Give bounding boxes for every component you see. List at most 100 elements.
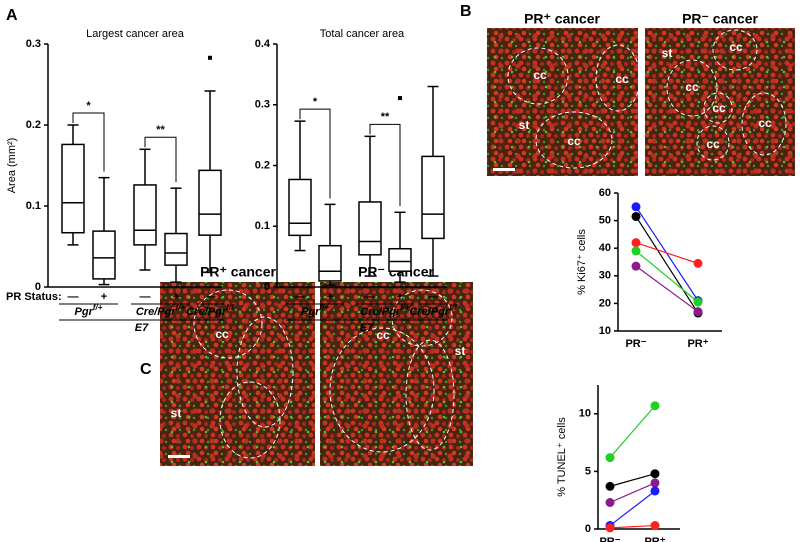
group-label: E7	[135, 322, 149, 334]
data-point	[650, 469, 660, 479]
category-label: —	[140, 291, 151, 303]
group-label: Cre/Pgrf/f	[409, 303, 458, 318]
group-name: Cre/Pgr	[360, 306, 400, 318]
image-title: PR⁺ cancer	[200, 264, 276, 280]
data-point	[693, 297, 703, 307]
data-point	[631, 211, 641, 221]
box	[92, 230, 116, 280]
group-label: Cre/Pgrf/+	[360, 303, 410, 318]
y-tick-label: 0.3	[255, 99, 270, 111]
image-label: cc	[615, 72, 629, 86]
y-axis-label: % TUNEL⁺ cells	[556, 417, 568, 497]
box	[421, 155, 445, 240]
y-tick-label: 40	[599, 242, 611, 254]
box	[388, 247, 412, 272]
group-superscript: f/+	[319, 303, 329, 312]
panel-label: B	[460, 3, 472, 20]
category-label: —	[365, 291, 376, 303]
micrograph: PR⁻ cancer st cc cc cc cc cc	[645, 11, 795, 176]
category-label: PR⁺	[687, 338, 708, 350]
significance-bracket	[72, 112, 105, 172]
category-label: —	[205, 291, 216, 303]
y-tick-label: 0.1	[255, 220, 270, 232]
data-point	[693, 307, 703, 317]
y-tick-label: 0.2	[255, 159, 270, 171]
group-superscript: f/f	[226, 303, 235, 312]
y-tick-label: 5	[585, 465, 591, 477]
series-line	[609, 405, 656, 458]
data-point	[605, 481, 615, 491]
category-label: +	[101, 291, 107, 303]
image-title: PR⁺ cancer	[524, 11, 600, 27]
group-name: Cre/Pgr	[136, 306, 176, 318]
flier	[398, 96, 402, 101]
series-line	[635, 265, 699, 313]
box	[133, 184, 157, 246]
image-label: cc	[729, 40, 743, 54]
image-label: cc	[758, 116, 772, 130]
group-name: Cre/Pgr	[409, 306, 449, 318]
y-tick-label: 20	[599, 297, 611, 309]
y-axis-label: Area (mm²)	[6, 138, 18, 194]
series-line	[609, 490, 656, 527]
series-line	[609, 524, 656, 529]
data-point	[605, 523, 615, 533]
data-point	[650, 478, 660, 488]
y-axis-label: % Ki67⁺ cells	[576, 229, 588, 295]
y-tick-label: 0.3	[26, 38, 41, 50]
y-tick-label: 10	[599, 325, 611, 337]
y-tick-label: 0	[585, 523, 591, 535]
box	[288, 178, 312, 237]
series-line	[635, 206, 699, 301]
flier	[208, 55, 212, 60]
group-label: Pgrf/+	[75, 303, 103, 318]
group-superscript: f/+	[400, 303, 410, 312]
data-point	[650, 401, 660, 411]
micrograph: PR⁻ cancer cc st	[320, 264, 473, 466]
data-point	[605, 498, 615, 508]
group-label: Cre/Pgrf/+	[136, 303, 186, 318]
series-line	[609, 473, 656, 487]
chart-title: Total cancer area	[320, 28, 405, 40]
data-point	[650, 521, 660, 531]
group-superscript: f/f	[449, 303, 458, 312]
data-point	[693, 258, 703, 268]
image-label: cc	[712, 101, 726, 115]
group-name: Cre/Pgr	[186, 306, 226, 318]
data-point	[650, 486, 660, 496]
category-label: —	[68, 291, 79, 303]
y-tick-label: 60	[599, 187, 611, 199]
category-label: +	[397, 291, 403, 303]
significance-bracket	[369, 123, 401, 207]
group-superscript: f/+	[176, 303, 186, 312]
image-label: cc	[567, 134, 581, 148]
panel-label: C	[140, 361, 152, 378]
y-tick-label: 0.4	[255, 38, 271, 50]
significance-label: *	[313, 96, 318, 108]
significance-label: **	[381, 111, 390, 123]
series-line	[609, 482, 656, 504]
image-label: st	[455, 344, 466, 358]
box	[318, 244, 342, 282]
group-superscript: f/+	[93, 303, 103, 312]
box	[61, 143, 85, 234]
image-label: cc	[533, 68, 547, 82]
image-title: PR⁻ cancer	[682, 11, 758, 27]
chart-title: Largest cancer area	[86, 28, 185, 40]
group-label: E7	[360, 322, 374, 334]
data-point	[631, 261, 641, 271]
panel-label: A	[6, 7, 18, 24]
series-line	[635, 216, 699, 314]
data-point	[605, 453, 615, 463]
image-label: st	[171, 406, 182, 420]
micrograph: PR⁺ cancer cc st	[160, 264, 315, 466]
significance-bracket	[299, 108, 331, 199]
row-label: PR Status:	[6, 291, 62, 303]
data-point	[631, 246, 641, 256]
y-tick-label: 0.1	[26, 200, 41, 212]
category-label: —	[295, 291, 306, 303]
group-label: Pgrf/+	[301, 303, 329, 318]
y-tick-label: 0	[264, 281, 270, 293]
category-label: PR⁻	[625, 338, 646, 350]
